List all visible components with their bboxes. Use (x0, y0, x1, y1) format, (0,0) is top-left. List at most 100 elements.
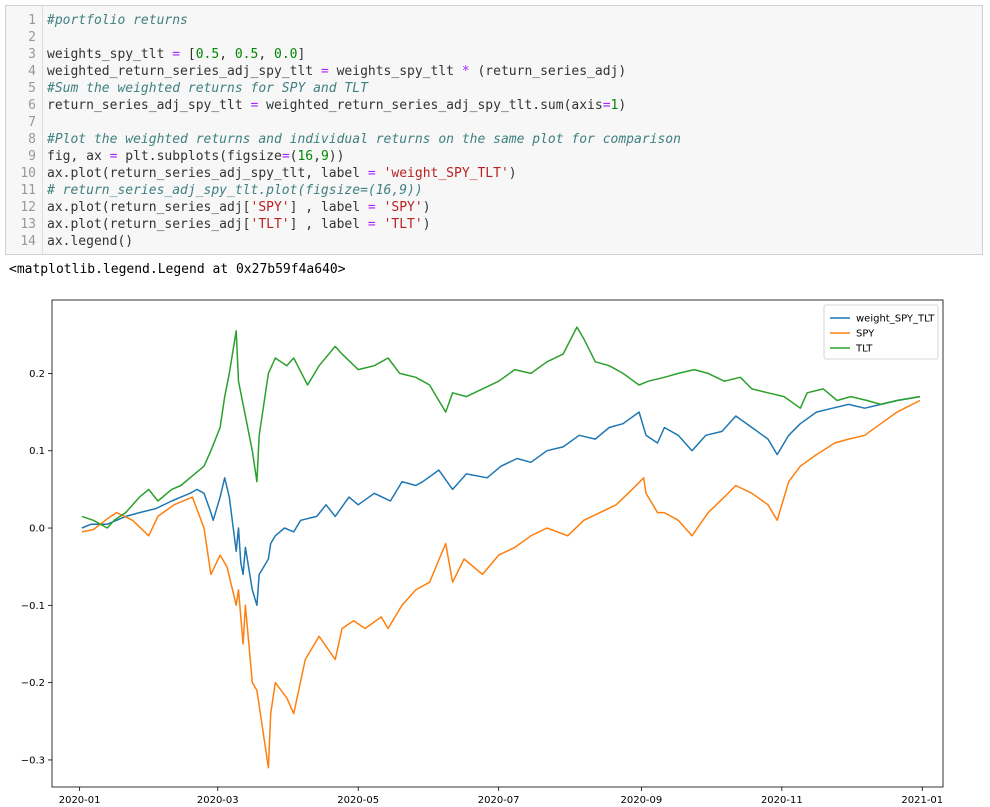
code-cell[interactable]: 1 #portfolio returns 2 3 weights_spy_tlt = [… (5, 5, 983, 255)
code-token: ] , label (289, 217, 368, 232)
code-token: ) (422, 217, 431, 232)
y-tick-label: −0.3 (21, 755, 45, 766)
code-token: ax.legend() (47, 234, 134, 249)
code-token: weighted_return_series_adj_spy_tlt (47, 64, 321, 79)
line-number: 8 (28, 132, 36, 147)
code-token: )) (328, 149, 345, 164)
line-number: 3 (28, 47, 36, 62)
code-token: fig, ax (47, 149, 110, 164)
line-number: 2 (28, 30, 36, 45)
code-text: return_series_adj_spy_tlt = weighted_ret… (47, 97, 626, 114)
code-token: 16 (297, 149, 314, 164)
code-token: [ (180, 47, 196, 62)
x-tick-label: 2020-03 (197, 795, 239, 806)
code-text: fig, ax = plt.subplots(figsize=(16,9)) (47, 148, 344, 165)
code-token: #portfolio returns (47, 13, 188, 28)
code-token: #Sum the weighted returns for SPY and TL… (47, 81, 368, 96)
code-token (376, 217, 384, 232)
line-number: 5 (28, 81, 36, 96)
line-number: 11 (20, 183, 36, 198)
y-tick-label: −0.1 (21, 601, 45, 612)
code-line[interactable]: 2 (6, 29, 982, 46)
code-token: 'TLT' (250, 217, 290, 232)
code-token: = (109, 149, 118, 164)
code-token: ax.plot(return_series_adj[ (47, 200, 251, 215)
code-token: * (461, 64, 470, 79)
line-number: 14 (20, 234, 36, 249)
line-number: 10 (20, 166, 36, 181)
line-number: 9 (28, 149, 36, 164)
code-text: ax.plot(return_series_adj['TLT'] , label… (47, 216, 431, 233)
code-text: #Plot the weighted returns and individua… (47, 131, 681, 148)
code-token: weights_spy_tlt (47, 47, 173, 62)
code-token: = (172, 47, 181, 62)
legend: weight_SPY_TLT SPY TLT (823, 304, 939, 360)
code-token: ( (289, 149, 298, 164)
y-tick-label: 0.0 (29, 524, 45, 535)
code-token: 9 (320, 149, 329, 164)
code-token: ax.plot(return_series_adj_spy_tlt, label (47, 166, 368, 181)
legend-label: TLT (855, 344, 873, 355)
line-number: 1 (28, 13, 36, 28)
code-line[interactable]: 7 (6, 114, 982, 131)
legend-box (823, 304, 939, 360)
code-token: , (313, 149, 321, 164)
code-token: # return_series_adj_spy_tlt.plot(figsize… (47, 183, 423, 198)
code-token: = (367, 166, 376, 181)
code-line[interactable]: 10 ax.plot(return_series_adj_spy_tlt, lab… (6, 165, 982, 182)
code-line[interactable]: 14 ax.legend() (6, 233, 982, 250)
code-text: ax.plot(return_series_adj['SPY'] , label… (47, 199, 431, 216)
code-text: #Sum the weighted returns for SPY and TL… (47, 80, 368, 97)
code-token: weights_spy_tlt (328, 64, 462, 79)
code-text: weighted_return_series_adj_spy_tlt = wei… (47, 63, 626, 80)
code-line[interactable]: 5 #Sum the weighted returns for SPY and T… (6, 80, 982, 97)
code-line[interactable]: 3 weights_spy_tlt = [0.5, 0.5, 0.0] (6, 46, 982, 63)
code-token: 0.0 (274, 47, 298, 62)
code-token: ax.plot(return_series_adj[ (47, 217, 251, 232)
code-token: return_series_adj_spy_tlt (47, 98, 251, 113)
code-token: 'SPY' (383, 200, 423, 215)
line-number: 12 (20, 200, 36, 215)
y-tick-label: 0.1 (29, 446, 45, 457)
code-line[interactable]: 13 ax.plot(return_series_adj['TLT'] , lab… (6, 216, 982, 233)
code-token: = (367, 200, 376, 215)
x-tick-label: 2020-01 (59, 795, 101, 806)
code-token: 0.5 (195, 47, 220, 62)
code-token: 0.5 (234, 47, 259, 62)
output-text: <matplotlib.legend.Legend at 0x27b59f4a6… (9, 262, 346, 277)
code-line[interactable]: 9 fig, ax = plt.subplots(figsize=(16,9)) (6, 148, 982, 165)
legend-label: SPY (856, 329, 875, 340)
code-text: ax.plot(return_series_adj_spy_tlt, label… (47, 165, 517, 182)
code-text: weights_spy_tlt = [0.5, 0.5, 0.0] (47, 46, 305, 63)
code-token: (return_series_adj) (469, 64, 627, 79)
line-number: 6 (28, 98, 36, 113)
x-tick-label: 2020-09 (620, 795, 662, 806)
code-line[interactable]: 4 weighted_return_series_adj_spy_tlt = we… (6, 63, 982, 80)
code-line[interactable]: 6 return_series_adj_spy_tlt = weighted_re… (6, 97, 982, 114)
code-text: #portfolio returns (47, 12, 188, 29)
code-token: , (258, 47, 274, 62)
code-line[interactable]: 8 #Plot the weighted returns and individu… (6, 131, 982, 148)
line-number: 7 (28, 115, 36, 130)
code-token: = (281, 149, 290, 164)
line-number-gutter (42, 6, 43, 254)
y-tick-label: 0.2 (29, 369, 45, 380)
code-token: 'SPY' (250, 200, 290, 215)
x-tick-label: 2020-05 (337, 795, 379, 806)
code-token: 'weight_SPY_TLT' (383, 166, 509, 181)
code-line[interactable]: 11 # return_series_adj_spy_tlt.plot(figsi… (6, 182, 982, 199)
code-token: weighted_return_series_adj_spy_tlt.sum(a… (258, 98, 603, 113)
x-tick-label: 2021-01 (901, 795, 943, 806)
code-token: #Plot the weighted returns and individua… (47, 132, 681, 147)
code-text: # return_series_adj_spy_tlt.plot(figsize… (47, 182, 423, 199)
code-line[interactable]: 1 #portfolio returns (6, 12, 982, 29)
code-token: = (250, 98, 259, 113)
code-token: = (367, 217, 376, 232)
series-line-spy (81, 399, 921, 769)
line-chart: 2020-01 2020-03 2020-05 2020-07 2020-09 2020-… (21, 299, 944, 806)
code-token: ] , label (289, 200, 368, 215)
code-token: plt.subplots(figsize (117, 149, 282, 164)
code-line[interactable]: 12 ax.plot(return_series_adj['SPY'] , lab… (6, 199, 982, 216)
code-token: = (320, 64, 329, 79)
code-token: 'TLT' (383, 217, 423, 232)
